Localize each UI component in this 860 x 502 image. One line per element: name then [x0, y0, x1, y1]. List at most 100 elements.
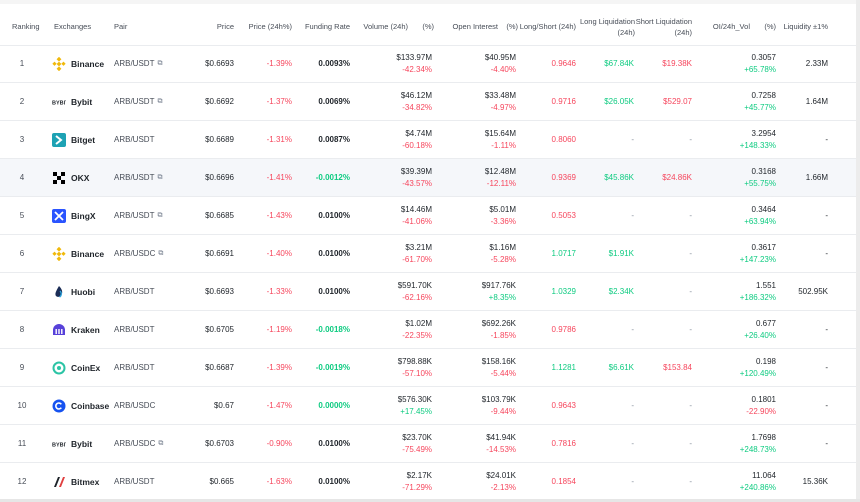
price-cell: $0.6685 — [205, 211, 234, 220]
header-funding-rate[interactable]: Funding Rate — [304, 22, 350, 31]
exchange-cell[interactable]: Bitmex — [52, 463, 99, 500]
header-liquidity[interactable]: Liquidity ±1% — [783, 22, 828, 31]
pair-cell[interactable]: ARB/USDT — [114, 311, 154, 348]
volume-cell: $591.70K -62.16% — [372, 273, 432, 310]
pair-cell[interactable]: ARB/USDT ⧉ — [114, 159, 162, 196]
oi-vol-cell: 1.7698 +248.73% — [716, 425, 776, 462]
external-link-icon[interactable]: ⧉ — [158, 249, 164, 257]
pair-cell[interactable]: ARB/USDT — [114, 463, 154, 500]
header-open-interest[interactable]: Open Interest — [452, 22, 498, 31]
pair-name: ARB/USDT — [114, 287, 155, 296]
short-liquidation-cell: $24.86K — [662, 173, 692, 182]
pair-cell[interactable]: ARB/USDC — [114, 387, 155, 424]
exchange-cell[interactable]: BYBIT Bybit — [52, 83, 92, 120]
external-link-icon[interactable]: ⧉ — [158, 439, 164, 447]
oi-vol-cell: 1.551 +186.32% — [716, 273, 776, 310]
pair-cell[interactable]: ARB/USDC ⧉ — [114, 425, 163, 462]
external-link-icon[interactable]: ⧉ — [157, 211, 163, 219]
pair-cell[interactable]: ARB/USDT ⧉ — [114, 197, 162, 234]
exchange-cell[interactable]: OKX — [52, 159, 89, 196]
binance-logo-icon — [52, 246, 66, 261]
pair-cell[interactable]: ARB/USDT — [114, 273, 154, 310]
rank-cell: 1 — [19, 59, 25, 68]
header-long-liquidation[interactable]: Long Liquidation (24h) — [578, 8, 635, 45]
header-exchanges[interactable]: Exchanges — [54, 22, 92, 31]
table-row-6[interactable]: 6 Binance ARB/USDC ⧉ $0.6691 -1.40% 0.01… — [0, 235, 856, 273]
external-link-icon[interactable]: ⧉ — [157, 173, 163, 181]
liquidity-cell: 502.95K — [798, 287, 828, 296]
header-volume-pct[interactable]: (%) — [422, 22, 434, 31]
exchange-cell[interactable]: CoinEx — [52, 349, 100, 386]
open-interest-cell: $15.64M -1.11% — [456, 121, 516, 158]
header-long-short[interactable]: Long/Short (24h) — [519, 22, 576, 31]
header-oi-pct[interactable]: (%) — [506, 22, 518, 31]
table-row-10[interactable]: 10 Coinbase ARB/USDC $0.67 -1.47% 0.0000… — [0, 387, 856, 425]
table-row-12[interactable]: 12 Bitmex ARB/USDT $0.665 -1.63% 0.0100%… — [0, 463, 856, 501]
table-row-3[interactable]: 3 Bitget ARB/USDT $0.6689 -1.31% 0.0087%… — [0, 121, 856, 159]
long-short-cell: 1.1281 — [551, 363, 576, 372]
volume-change: -75.49% — [402, 444, 432, 454]
pair-cell[interactable]: ARB/USDT ⧉ — [114, 83, 162, 120]
header-oi-vol-pct[interactable]: (%) — [764, 22, 776, 31]
table-row-1[interactable]: 1 Binance ARB/USDT ⧉ $0.6693 -1.39% 0.00… — [0, 45, 856, 83]
open-interest-value: $158.16K — [481, 356, 516, 366]
funding-rate-cell: 0.0087% — [318, 135, 350, 144]
liquidity-cell: - — [825, 439, 828, 448]
exchange-cell[interactable]: BYBIT Bybit — [52, 425, 92, 462]
exchange-name: OKX — [71, 172, 90, 183]
price-cell: $0.6692 — [205, 97, 234, 106]
pair-cell[interactable]: ARB/USDT — [114, 349, 154, 386]
header-short-liquidation[interactable]: Short Liquidation (24h) — [636, 8, 692, 45]
oi-vol-value: 3.2954 — [751, 128, 776, 138]
long-short-cell: 0.9646 — [551, 59, 576, 68]
table-row-11[interactable]: 11 BYBIT Bybit ARB/USDC ⧉ $0.6703 -0.90%… — [0, 425, 856, 463]
exchange-cell[interactable]: Kraken — [52, 311, 100, 348]
volume-value: $798.88K — [397, 356, 432, 366]
open-interest-change: -5.44% — [490, 368, 516, 378]
open-interest-cell: $24.01K -2.13% — [456, 463, 516, 500]
table-row-5[interactable]: 5 BingX ARB/USDT ⧉ $0.6685 -1.43% 0.0100… — [0, 197, 856, 235]
pair-cell[interactable]: ARB/USDT — [114, 121, 154, 158]
exchange-cell[interactable]: Coinbase — [52, 387, 109, 424]
price-change-cell: -1.31% — [266, 135, 292, 144]
open-interest-change: -3.36% — [490, 216, 516, 226]
funding-rate-cell: -0.0012% — [315, 173, 350, 182]
header-price[interactable]: Price — [216, 22, 234, 31]
open-interest-cell: $158.16K -5.44% — [456, 349, 516, 386]
exchange-cell[interactable]: Huobi — [52, 273, 95, 310]
oi-vol-value: 0.3464 — [751, 204, 776, 214]
table-row-9[interactable]: 9 CoinEx ARB/USDT $0.6687 -1.39% -0.0019… — [0, 349, 856, 387]
external-link-icon[interactable]: ⧉ — [157, 59, 163, 67]
header-oi-vol[interactable]: OI/24h_Vol — [712, 22, 750, 31]
external-link-icon[interactable]: ⧉ — [157, 97, 163, 105]
volume-value: $1.02M — [405, 318, 432, 328]
table-row-4[interactable]: 4 OKX ARB/USDT ⧉ $0.6696 -1.41% -0.0012%… — [0, 159, 856, 197]
huobi-logo-icon — [52, 285, 66, 299]
header-ranking[interactable]: Ranking — [12, 22, 40, 31]
header-short-liquidation-line1: Short Liquidation — [635, 16, 692, 26]
scrollbar-track[interactable] — [856, 0, 860, 502]
table-body: 1 Binance ARB/USDT ⧉ $0.6693 -1.39% 0.00… — [0, 45, 856, 501]
pair-cell[interactable]: ARB/USDT ⧉ — [114, 45, 162, 82]
binance-logo-icon — [52, 56, 66, 71]
exchange-cell[interactable]: Binance — [52, 45, 104, 82]
header-volume[interactable]: Volume (24h) — [363, 22, 408, 31]
liquidity-cell: - — [825, 249, 828, 258]
table-row-8[interactable]: 8 Kraken ARB/USDT $0.6705 -1.19% -0.0018… — [0, 311, 856, 349]
pair-cell[interactable]: ARB/USDC ⧉ — [114, 235, 163, 272]
open-interest-cell: $692.26K -1.85% — [456, 311, 516, 348]
rank-cell: 3 — [19, 135, 25, 144]
pair-name: ARB/USDC — [114, 401, 156, 410]
open-interest-cell: $5.01M -3.36% — [456, 197, 516, 234]
table-row-7[interactable]: 7 Huobi ARB/USDT $0.6693 -1.33% 0.0100% … — [0, 273, 856, 311]
exchange-cell[interactable]: BingX — [52, 197, 96, 234]
exchange-cell[interactable]: Bitget — [52, 121, 95, 158]
oi-vol-value: 1.551 — [755, 280, 776, 290]
header-price-change[interactable]: Price (24h%) — [248, 22, 292, 31]
price-change-cell: -1.33% — [266, 287, 292, 296]
volume-cell: $46.12M -34.82% — [372, 83, 432, 120]
header-pair[interactable]: Pair — [114, 22, 128, 31]
table-row-2[interactable]: 2 BYBIT Bybit ARB/USDT ⧉ $0.6692 -1.37% … — [0, 83, 856, 121]
liquidity-cell: 2.33M — [805, 59, 828, 68]
exchange-cell[interactable]: Binance — [52, 235, 104, 272]
